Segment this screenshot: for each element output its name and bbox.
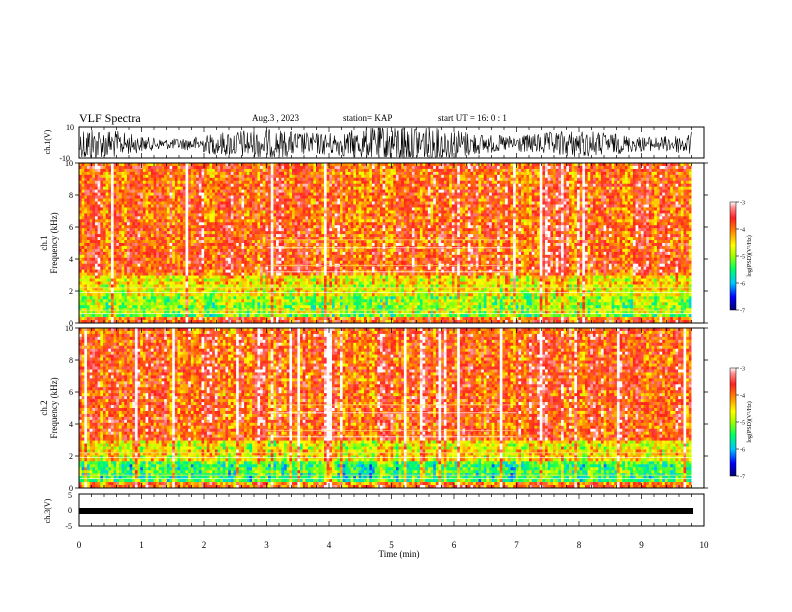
ch1-waveform-panel: 10 -10 ch.1(V) (43, 123, 704, 163)
ch2-colorbar-label: log(PSD)(V²/Hz) (746, 401, 753, 442)
ch1-ytick-10: 10 (65, 159, 73, 168)
x-tick-label-3: 3 (264, 540, 269, 550)
ch3-waveform-trace (79, 508, 693, 514)
x-tick-label-2: 2 (202, 540, 207, 550)
ch1-ytick-2: 2 (69, 287, 73, 296)
ch1-ytick-8: 8 (69, 191, 73, 200)
ch2-ytick-8: 8 (69, 356, 73, 365)
ch2-colorbar-gradient (730, 368, 736, 476)
ch1-spectrogram-heatmap (79, 163, 704, 323)
ch1-waveform-ylabel: ch.1(V) (43, 129, 52, 154)
ch2-colorbar-tick--6: -6 (740, 448, 745, 454)
x-tick-label-9: 9 (639, 540, 644, 550)
ch2-colorbar-tick--4: -4 (740, 394, 745, 400)
x-tick-label-10: 10 (700, 540, 710, 550)
ch1-colorbar-tick--5: -5 (740, 255, 745, 261)
x-tick-label-4: 4 (327, 540, 332, 550)
ch3-waveform-ylabel: ch.3(V) (43, 498, 52, 523)
ch1-spectrogram-ylabel-freq: Frequency (kHz) (49, 212, 59, 273)
ch2-spectrogram-heatmap (79, 328, 704, 488)
ch2-ytick-4: 4 (69, 420, 73, 429)
ch1-colorbar-label: log(PSD)(V²/Hz) (746, 235, 753, 276)
ch2-colorbar-tick--7: -7 (740, 475, 745, 481)
ch1-spectrogram-ylabel-ch: ch.1 (39, 235, 49, 250)
ch1-colorbar-tick--3: -3 (740, 201, 745, 207)
ch1-ytick-4: 4 (69, 255, 73, 264)
x-tick-label-8: 8 (577, 540, 582, 550)
ch1-colorbar-gradient (730, 202, 736, 310)
x-tick-label-6: 6 (452, 540, 457, 550)
ch1-colorbar-tick--7: -7 (740, 309, 745, 315)
x-tick-label-0: 0 (77, 540, 82, 550)
ch2-colorbar-tick--3: -3 (740, 367, 745, 373)
ch2-ytick-2: 2 (69, 452, 73, 461)
ch2-ytick-10: 10 (65, 324, 73, 333)
ch2-colorbar-tick--5: -5 (740, 421, 745, 427)
ch1-ytick-6: 6 (69, 223, 73, 232)
x-tick-label-7: 7 (514, 540, 519, 550)
ch1-colorbar-tick--4: -4 (740, 228, 745, 234)
ch3-ytick-5: 5 (68, 491, 72, 500)
ch1-colorbar: -3 -4 -5 -6 -7 log(PSD)(V²/Hz) (730, 201, 753, 315)
ch1-ytick-top: 10 (66, 123, 74, 132)
ch3-ytick-0: 0 (68, 506, 72, 515)
ch2-spectrogram-ylabel-freq: Frequency (kHz) (49, 377, 59, 438)
ch2-spectrogram-ylabel-ch: ch.2 (39, 400, 49, 415)
ch2-colorbar: -3 -4 -5 -6 -7 log(PSD)(V²/Hz) (730, 367, 753, 481)
ch3-waveform-panel: 5 0 -5 ch.3(V) (43, 491, 704, 531)
ch1-colorbar-tick--6: -6 (740, 282, 745, 288)
vlf-figure: 10 -10 ch.1(V) 0246810 ch.1 Frequency (k… (0, 0, 792, 612)
ch2-ytick-6: 6 (69, 388, 73, 397)
ch3-ytick-minus5: -5 (65, 522, 72, 531)
x-axis-label: Time (min) (379, 549, 420, 559)
x-tick-label-1: 1 (139, 540, 144, 550)
